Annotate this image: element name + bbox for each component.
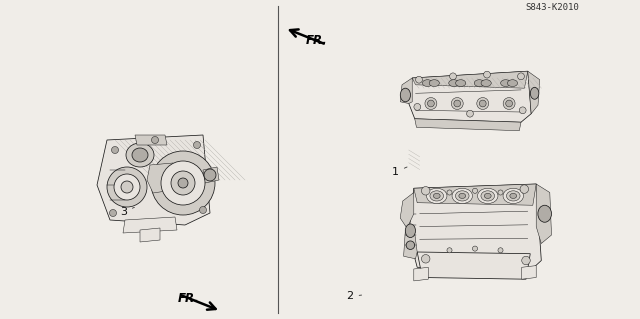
Ellipse shape	[449, 80, 459, 86]
Ellipse shape	[447, 190, 452, 195]
Ellipse shape	[498, 190, 503, 195]
Ellipse shape	[484, 71, 490, 78]
Ellipse shape	[477, 188, 498, 204]
Ellipse shape	[519, 107, 526, 114]
Ellipse shape	[405, 224, 415, 238]
Ellipse shape	[422, 187, 430, 195]
Ellipse shape	[415, 76, 422, 83]
Polygon shape	[536, 184, 552, 243]
Ellipse shape	[109, 210, 116, 217]
Ellipse shape	[467, 110, 474, 117]
Polygon shape	[414, 184, 536, 205]
Ellipse shape	[452, 188, 472, 204]
Ellipse shape	[171, 171, 195, 195]
Ellipse shape	[414, 103, 420, 110]
Ellipse shape	[503, 188, 524, 204]
Polygon shape	[409, 184, 541, 271]
Polygon shape	[417, 252, 531, 279]
Ellipse shape	[422, 255, 430, 263]
Ellipse shape	[447, 248, 452, 253]
Ellipse shape	[481, 191, 495, 201]
Ellipse shape	[429, 80, 440, 86]
Ellipse shape	[472, 188, 477, 193]
Ellipse shape	[161, 161, 205, 205]
Ellipse shape	[428, 100, 435, 107]
Ellipse shape	[114, 174, 140, 200]
Ellipse shape	[474, 80, 484, 86]
Ellipse shape	[510, 193, 516, 198]
Polygon shape	[522, 266, 536, 279]
Ellipse shape	[400, 88, 410, 102]
Ellipse shape	[204, 169, 216, 181]
Ellipse shape	[456, 191, 469, 201]
Ellipse shape	[459, 193, 466, 198]
Ellipse shape	[522, 256, 531, 265]
Ellipse shape	[531, 87, 539, 99]
Ellipse shape	[454, 100, 461, 107]
Ellipse shape	[178, 178, 188, 188]
Polygon shape	[123, 217, 177, 233]
Polygon shape	[415, 119, 521, 131]
Ellipse shape	[520, 185, 529, 193]
Ellipse shape	[200, 206, 207, 213]
Polygon shape	[404, 226, 417, 259]
Ellipse shape	[426, 188, 447, 204]
Ellipse shape	[107, 167, 147, 207]
Ellipse shape	[472, 246, 477, 251]
Ellipse shape	[451, 98, 463, 109]
Text: 3: 3	[120, 207, 134, 217]
Ellipse shape	[479, 100, 486, 107]
Ellipse shape	[508, 80, 518, 86]
Ellipse shape	[152, 137, 159, 144]
Ellipse shape	[193, 142, 200, 149]
Text: S843-K2010: S843-K2010	[525, 3, 579, 12]
Polygon shape	[400, 78, 412, 103]
Ellipse shape	[111, 146, 118, 153]
Ellipse shape	[456, 80, 466, 86]
Ellipse shape	[422, 80, 433, 86]
Ellipse shape	[477, 98, 489, 109]
Polygon shape	[528, 71, 540, 114]
Polygon shape	[400, 192, 414, 228]
Polygon shape	[409, 71, 531, 122]
Polygon shape	[135, 135, 167, 145]
Ellipse shape	[506, 100, 513, 107]
Ellipse shape	[481, 80, 492, 86]
Polygon shape	[147, 163, 177, 193]
Ellipse shape	[121, 181, 133, 193]
Ellipse shape	[503, 98, 515, 109]
Ellipse shape	[498, 248, 503, 253]
Text: 2: 2	[346, 292, 362, 301]
Ellipse shape	[450, 73, 456, 80]
Polygon shape	[97, 135, 210, 225]
Text: FR.: FR.	[178, 292, 200, 305]
Ellipse shape	[500, 80, 511, 86]
Ellipse shape	[430, 191, 444, 201]
Ellipse shape	[484, 193, 491, 198]
Polygon shape	[412, 71, 528, 88]
Text: FR.: FR.	[306, 34, 328, 47]
Polygon shape	[140, 228, 160, 242]
Ellipse shape	[126, 143, 154, 167]
Ellipse shape	[151, 151, 215, 215]
Ellipse shape	[506, 191, 520, 201]
Polygon shape	[203, 167, 219, 183]
Ellipse shape	[406, 241, 415, 249]
Ellipse shape	[518, 73, 524, 80]
Ellipse shape	[538, 205, 552, 222]
Ellipse shape	[425, 98, 437, 109]
Polygon shape	[414, 267, 428, 281]
Ellipse shape	[433, 193, 440, 198]
Text: 1: 1	[392, 167, 407, 177]
Ellipse shape	[132, 148, 148, 162]
